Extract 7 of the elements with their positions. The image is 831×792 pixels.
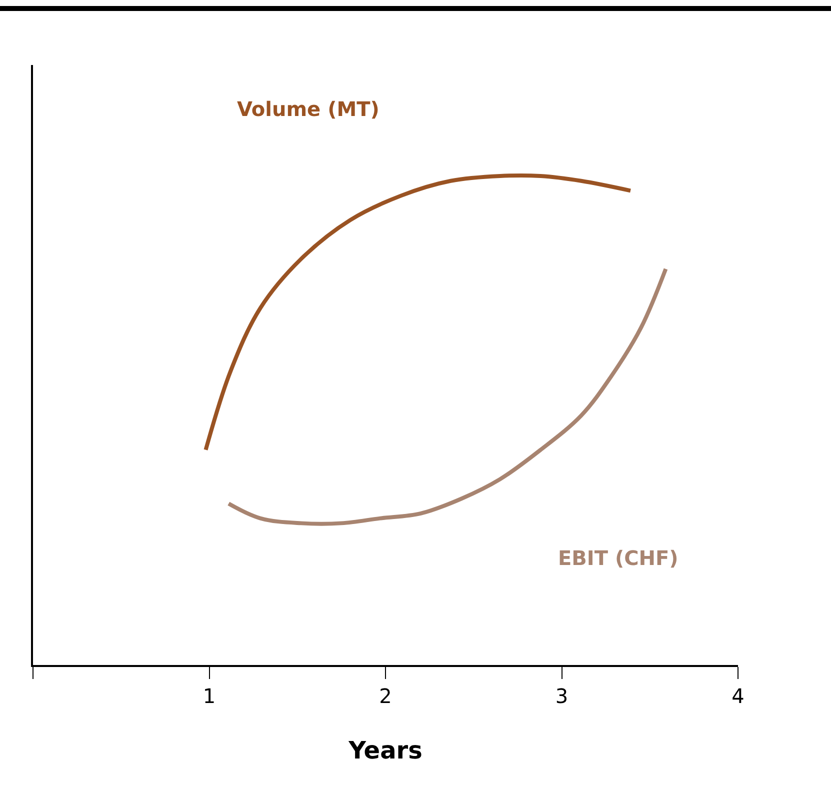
text: EBIT (CHF)	[558, 546, 678, 570]
x-tick-label: 1	[202, 684, 216, 708]
x-tick-label: 2	[379, 684, 392, 708]
x-axis-title: Years	[348, 736, 422, 765]
x-tick-label: 4	[732, 684, 744, 708]
x-tick-label: 3	[555, 684, 568, 708]
text: Volume (MT)	[237, 97, 380, 121]
